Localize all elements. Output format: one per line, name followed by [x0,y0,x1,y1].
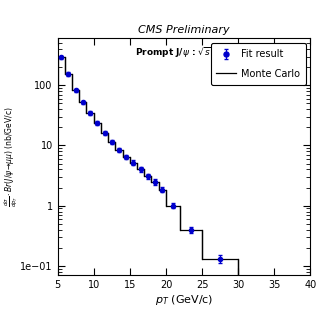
Monte Carlo [99,131,103,135]
Monte Carlo [179,228,182,232]
Line: Monte Carlo: Monte Carlo [58,57,310,295]
Monte Carlo [308,293,312,297]
Monte Carlo [114,148,117,152]
Monte Carlo [135,161,139,164]
Monte Carlo [63,55,67,59]
Text: Prompt J/$\psi$ : $\sqrt{s}$=14TeV, $|\eta|$<2.4: Prompt J/$\psi$ : $\sqrt{s}$=14TeV, $|\e… [135,45,293,60]
Monte Carlo [157,188,161,191]
Title: CMS Preliminary: CMS Preliminary [138,25,230,35]
Monte Carlo [149,174,153,178]
Monte Carlo [106,131,110,135]
Monte Carlo [63,72,67,76]
Monte Carlo [114,140,117,144]
Monte Carlo [56,55,60,59]
Monte Carlo [236,257,240,261]
Monte Carlo [149,180,153,184]
Legend: Fit result, Monte Carlo: Fit result, Monte Carlo [211,43,306,85]
X-axis label: $p_T$ (GeV/c): $p_T$ (GeV/c) [155,293,213,307]
Monte Carlo [200,228,204,232]
Monte Carlo [135,167,139,171]
Monte Carlo [128,155,132,159]
Monte Carlo [200,257,204,261]
Monte Carlo [157,180,161,184]
Monte Carlo [164,204,168,208]
Monte Carlo [92,121,96,124]
Monte Carlo [77,100,81,104]
Y-axis label: $\frac{d\sigma}{dp_T}\cdot Br(J/\psi\!\rightarrow\!\mu\mu)$ (nb/GeV/c): $\frac{d\sigma}{dp_T}\cdot Br(J/\psi\!\r… [2,106,19,207]
Monte Carlo [106,140,110,144]
Monte Carlo [84,111,88,115]
Monte Carlo [84,100,88,104]
Monte Carlo [70,72,74,76]
Monte Carlo [179,204,182,208]
Monte Carlo [164,188,168,191]
Monte Carlo [142,167,146,171]
Monte Carlo [92,111,96,115]
Monte Carlo [128,161,132,164]
Monte Carlo [236,293,240,297]
Monte Carlo [99,121,103,124]
Monte Carlo [70,89,74,92]
Monte Carlo [77,89,81,92]
Monte Carlo [121,148,124,152]
Monte Carlo [121,155,124,159]
Monte Carlo [142,174,146,178]
